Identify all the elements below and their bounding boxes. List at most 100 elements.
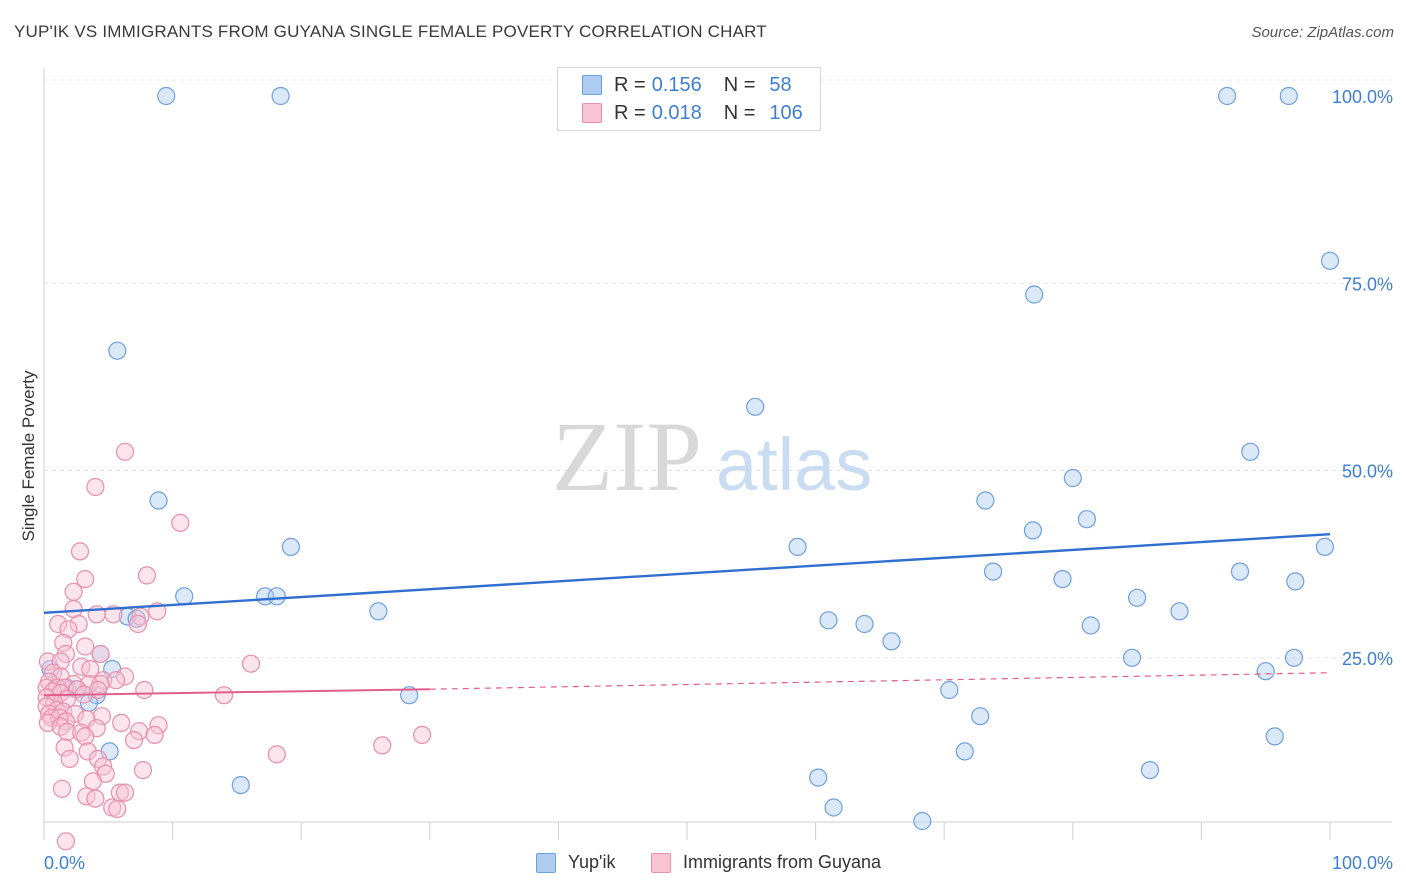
point-guyana xyxy=(115,783,135,802)
point-guyana xyxy=(115,442,135,461)
point-guyana xyxy=(128,614,147,634)
point-guyana xyxy=(112,713,131,733)
point-yupik xyxy=(1025,285,1044,304)
point-guyana xyxy=(86,789,105,808)
point-guyana xyxy=(69,614,88,634)
point-guyana xyxy=(54,633,73,652)
point-guyana xyxy=(91,644,110,664)
point-guyana xyxy=(241,654,261,673)
point-yupik xyxy=(157,86,176,106)
watermark-zip: ZIP xyxy=(552,401,702,512)
trend-line-guyana xyxy=(43,688,430,697)
point-yupik xyxy=(231,775,250,795)
point-yupik xyxy=(149,491,168,510)
point-yupik xyxy=(1077,510,1097,529)
point-yupik xyxy=(1315,537,1335,557)
point-guyana xyxy=(76,569,95,589)
point-yupik xyxy=(976,491,995,510)
point-guyana xyxy=(214,686,234,705)
point-guyana xyxy=(86,477,105,497)
point-guyana xyxy=(115,667,135,686)
legend-item-guyana[interactable]: Immigrants from Guyana xyxy=(651,852,881,873)
point-guyana xyxy=(64,582,83,601)
point-yupik xyxy=(1170,602,1189,621)
point-yupik xyxy=(1063,468,1082,488)
legend-item-yupik[interactable]: Yup'ik xyxy=(536,852,615,873)
point-guyana xyxy=(56,832,76,851)
point-yupik xyxy=(746,397,765,416)
point-guyana xyxy=(124,730,144,750)
point-guyana xyxy=(108,799,127,819)
legend-swatch-yupik xyxy=(582,75,602,95)
point-guyana xyxy=(76,637,95,656)
legend-label-yupik: Yup'ik xyxy=(568,852,616,872)
point-yupik xyxy=(369,602,388,621)
point-guyana xyxy=(149,716,168,735)
y-tick-label: 100.0% xyxy=(1332,87,1393,107)
point-yupik xyxy=(271,86,290,106)
point-yupik xyxy=(882,632,901,651)
point-yupik xyxy=(824,798,843,817)
trend-line-guyana-extrapolated xyxy=(429,672,1331,690)
legend-r-label: R = xyxy=(614,73,646,96)
point-guyana xyxy=(59,620,78,639)
point-guyana xyxy=(55,738,74,757)
chart-title: YUP'IK VS IMMIGRANTS FROM GUYANA SINGLE … xyxy=(14,22,767,41)
point-guyana xyxy=(104,605,123,624)
point-guyana xyxy=(137,566,156,585)
legend-r-value: 0.018 xyxy=(651,101,702,124)
point-yupik xyxy=(1286,572,1305,591)
point-guyana xyxy=(38,652,58,671)
point-yupik xyxy=(855,614,874,634)
point-guyana xyxy=(52,779,72,798)
legend-row-yupik: R = 0.156 N = 58 xyxy=(582,72,792,98)
point-yupik xyxy=(1122,648,1142,667)
point-guyana xyxy=(373,736,392,755)
legend-n-label: N = xyxy=(723,73,756,96)
point-yupik xyxy=(1256,662,1275,681)
y-tick-label: 75.0% xyxy=(1342,274,1393,294)
legend-n-value: 106 xyxy=(769,101,803,124)
watermark-atlas: atlas xyxy=(716,423,872,506)
point-yupik xyxy=(913,811,932,831)
point-yupik xyxy=(1265,727,1284,746)
point-guyana xyxy=(48,614,68,634)
point-guyana xyxy=(92,707,112,726)
x-tick-label: 0.0% xyxy=(44,853,85,873)
point-guyana xyxy=(81,659,100,679)
point-guyana xyxy=(76,727,95,746)
point-yupik xyxy=(1284,648,1304,667)
point-guyana xyxy=(106,671,126,690)
point-yupik xyxy=(1279,86,1298,106)
point-guyana xyxy=(133,760,153,780)
legend-label-guyana: Immigrants from Guyana xyxy=(683,852,882,872)
point-yupik xyxy=(175,587,194,606)
point-yupik xyxy=(1081,616,1100,635)
point-guyana xyxy=(60,749,79,769)
y-tick-label: 25.0% xyxy=(1342,649,1393,669)
point-guyana xyxy=(78,742,97,761)
point-guyana xyxy=(83,772,103,791)
point-guyana xyxy=(130,722,149,741)
point-yupik xyxy=(788,537,807,557)
point-guyana xyxy=(70,542,90,561)
point-yupik xyxy=(940,680,959,700)
trend-line-yupik xyxy=(43,532,1331,615)
legend-swatch-guyana xyxy=(651,852,671,873)
point-guyana xyxy=(267,745,286,764)
point-yupik xyxy=(819,611,838,630)
point-yupik xyxy=(1127,588,1147,607)
point-guyana xyxy=(413,725,432,745)
correlation-legend: R = 0.156 N = 58 R = 0.018 N = 106 xyxy=(557,67,821,131)
legend-swatch-guyana xyxy=(582,103,602,123)
point-guyana xyxy=(135,680,154,700)
point-yupik xyxy=(1320,251,1340,270)
point-yupik xyxy=(1241,442,1260,461)
point-yupik xyxy=(267,587,286,606)
legend-n-value: 58 xyxy=(769,73,792,96)
point-yupik xyxy=(400,686,419,705)
point-yupik xyxy=(971,707,990,726)
point-yupik xyxy=(955,742,974,761)
legend-n-label: N = xyxy=(723,101,756,124)
